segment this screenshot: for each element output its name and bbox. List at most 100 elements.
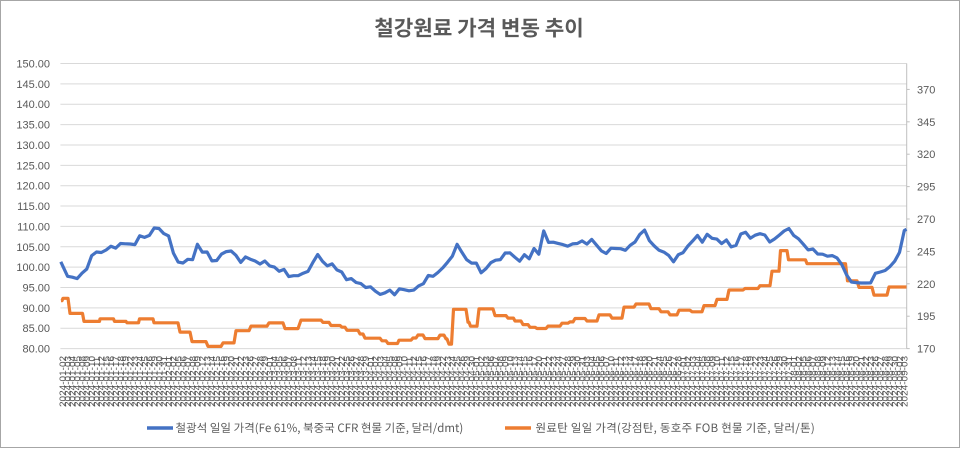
svg-text:2024-06-12: 2024-06-12 [616, 356, 626, 407]
svg-text:2024-08-30: 2024-08-30 [890, 356, 900, 407]
svg-text:2024-04-01: 2024-04-01 [366, 356, 376, 407]
svg-text:2024-03-01: 2024-03-01 [265, 356, 275, 407]
svg-text:2024-08-22: 2024-08-22 [862, 356, 872, 407]
svg-text:2024-03-15: 2024-03-15 [313, 356, 323, 407]
svg-text:2024-06-06: 2024-06-06 [597, 356, 607, 407]
svg-text:2024-06-20: 2024-06-20 [645, 356, 655, 407]
svg-text:2024-05-29: 2024-05-29 [568, 356, 578, 407]
svg-text:245: 245 [917, 246, 935, 258]
svg-text:85.00: 85.00 [22, 323, 50, 335]
svg-text:2024-07-10: 2024-07-10 [713, 356, 723, 407]
svg-text:2024-01-18: 2024-01-18 [116, 356, 126, 407]
svg-text:2024-03-19: 2024-03-19 [323, 356, 333, 407]
svg-text:2024-03-04: 2024-03-04 [270, 356, 280, 407]
svg-text:2024-06-05: 2024-06-05 [592, 356, 602, 407]
svg-text:2024-07-30: 2024-07-30 [780, 356, 790, 407]
svg-text:2024-02-20: 2024-02-20 [227, 356, 237, 407]
svg-text:2024-09-03: 2024-09-03 [900, 356, 910, 407]
svg-text:2024-02-09: 2024-02-09 [193, 356, 203, 407]
svg-text:2024-07-26: 2024-07-26 [770, 356, 780, 407]
svg-text:2024-06-10: 2024-06-10 [607, 356, 617, 407]
svg-text:2024-04-04: 2024-04-04 [381, 356, 391, 407]
svg-text:320: 320 [917, 149, 935, 161]
svg-text:2024-01-16: 2024-01-16 [107, 356, 117, 407]
svg-text:2024-07-01: 2024-07-01 [679, 356, 689, 407]
svg-text:2024-05-13: 2024-05-13 [511, 356, 521, 407]
svg-text:2024-05-31: 2024-05-31 [578, 356, 588, 407]
svg-text:2024-01-29: 2024-01-29 [150, 356, 160, 407]
svg-text:2024-02-06: 2024-02-06 [179, 356, 189, 407]
svg-text:220: 220 [917, 279, 935, 291]
svg-text:2024-01-31: 2024-01-31 [160, 356, 170, 407]
svg-text:2024-02-13: 2024-02-13 [203, 356, 213, 407]
svg-text:2024-08-13: 2024-08-13 [828, 356, 838, 407]
svg-text:2024-05-27: 2024-05-27 [559, 356, 569, 407]
svg-text:2024-07-12: 2024-07-12 [722, 356, 732, 407]
svg-text:2024-08-27: 2024-08-27 [876, 356, 886, 407]
svg-text:295: 295 [917, 182, 935, 194]
svg-text:90.00: 90.00 [22, 303, 50, 315]
svg-text:2024-03-29: 2024-03-29 [361, 356, 371, 407]
svg-text:125.00: 125.00 [16, 160, 50, 172]
svg-text:2024-01-08: 2024-01-08 [78, 356, 88, 407]
svg-text:2024-07-24: 2024-07-24 [761, 356, 771, 407]
svg-text:2024-06-14: 2024-06-14 [626, 356, 636, 407]
svg-text:2024-04-17: 2024-04-17 [424, 356, 434, 407]
svg-text:2024-01-25: 2024-01-25 [140, 356, 150, 407]
svg-text:2024-04-15: 2024-04-15 [414, 356, 424, 407]
svg-text:2024-02-19: 2024-02-19 [222, 356, 232, 407]
svg-text:120.00: 120.00 [16, 181, 50, 193]
svg-text:2024-03-20: 2024-03-20 [328, 356, 338, 407]
svg-text:2024-01-11: 2024-01-11 [92, 357, 102, 407]
svg-text:2024-05-09: 2024-05-09 [501, 356, 511, 407]
svg-text:2024-05-14: 2024-05-14 [515, 356, 525, 407]
svg-text:2024-06-13: 2024-06-13 [621, 356, 631, 407]
svg-text:2024-08-29: 2024-08-29 [886, 356, 896, 407]
svg-text:2024-07-25: 2024-07-25 [765, 356, 775, 407]
svg-text:2024-01-02: 2024-01-02 [59, 356, 69, 407]
svg-text:2024-02-21: 2024-02-21 [232, 356, 242, 407]
svg-text:2024-03-14: 2024-03-14 [309, 356, 319, 407]
svg-text:2024-04-29: 2024-04-29 [462, 356, 472, 407]
svg-text:2024-05-16: 2024-05-16 [525, 356, 535, 407]
svg-text:195: 195 [917, 311, 935, 323]
svg-text:150.00: 150.00 [16, 59, 50, 71]
svg-text:170: 170 [917, 344, 935, 356]
svg-text:2024-02-05: 2024-02-05 [174, 356, 184, 407]
svg-text:2024-05-24: 2024-05-24 [554, 356, 564, 407]
svg-text:2024-01-12: 2024-01-12 [97, 356, 107, 407]
svg-text:2024-04-19: 2024-04-19 [434, 356, 444, 407]
svg-text:2024-05-22: 2024-05-22 [544, 356, 554, 407]
svg-text:2024-04-08: 2024-04-08 [390, 356, 400, 407]
svg-text:2024-02-23: 2024-02-23 [241, 356, 251, 407]
svg-text:2024-03-08: 2024-03-08 [289, 356, 299, 407]
svg-text:2024-08-02: 2024-08-02 [794, 356, 804, 407]
svg-text:2024-05-17: 2024-05-17 [530, 356, 540, 407]
svg-text:115.00: 115.00 [17, 201, 50, 213]
svg-text:2024-04-09: 2024-04-09 [395, 356, 405, 407]
svg-text:2024-08-15: 2024-08-15 [838, 356, 848, 407]
svg-text:2024-07-19: 2024-07-19 [746, 356, 756, 407]
svg-text:2024-03-22: 2024-03-22 [337, 356, 347, 407]
svg-text:2024-07-05: 2024-07-05 [698, 356, 708, 407]
svg-text:2024-06-03: 2024-06-03 [583, 356, 593, 407]
svg-text:2024-02-26: 2024-02-26 [246, 356, 256, 407]
svg-text:2024-08-23: 2024-08-23 [866, 356, 876, 407]
svg-text:2024-07-22: 2024-07-22 [751, 356, 761, 407]
svg-text:2024-08-21: 2024-08-21 [857, 356, 867, 407]
svg-text:370: 370 [917, 84, 935, 96]
svg-text:2024-07-02: 2024-07-02 [684, 356, 694, 407]
svg-text:2024-02-16: 2024-02-16 [217, 356, 227, 407]
svg-text:2024-02-02: 2024-02-02 [169, 356, 179, 407]
svg-text:2024-03-25: 2024-03-25 [342, 356, 352, 407]
svg-text:2024-03-13: 2024-03-13 [304, 356, 314, 407]
svg-text:2024-07-08: 2024-07-08 [703, 356, 713, 407]
svg-text:2024-01-04: 2024-01-04 [68, 356, 78, 407]
svg-text:2024-01-10: 2024-01-10 [87, 356, 97, 407]
svg-text:2024-02-29: 2024-02-29 [261, 356, 271, 407]
svg-text:2024-06-07: 2024-06-07 [602, 356, 612, 407]
svg-text:2024-02-12: 2024-02-12 [198, 356, 208, 407]
svg-text:2024-08-19: 2024-08-19 [847, 356, 857, 407]
svg-text:2024-04-22: 2024-04-22 [438, 356, 448, 407]
svg-text:2024-05-23: 2024-05-23 [549, 356, 559, 407]
